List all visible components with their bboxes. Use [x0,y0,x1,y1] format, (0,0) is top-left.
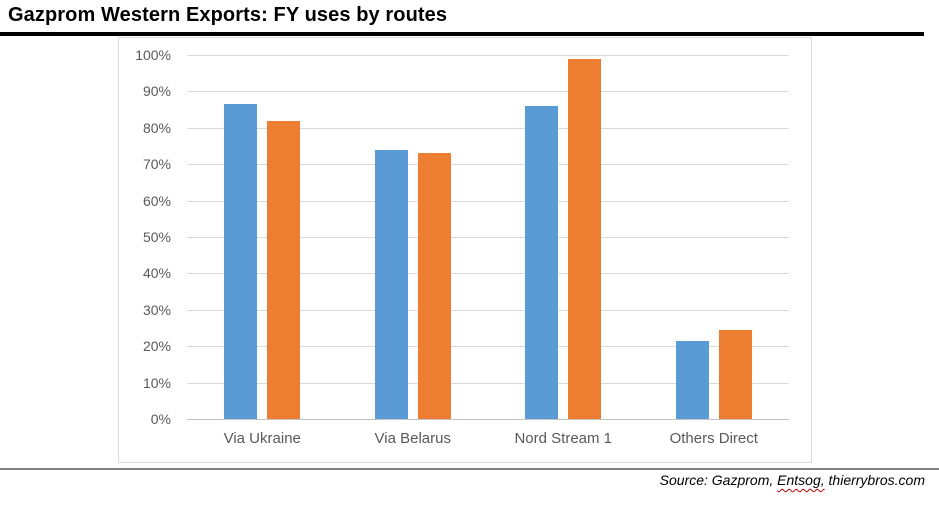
gridline-100 [187,55,789,56]
bar-orange-series-nord-stream-1 [568,59,602,419]
y-tick-label-40: 40% [142,265,171,281]
x-category-label-via-belarus: Via Belarus [374,430,451,447]
source-text-suffix: thierrybros.com [824,472,925,488]
y-tick-label-90: 90% [142,83,171,99]
gridline-0 [187,419,789,420]
source-misspelled-word: Entsog, [777,472,825,488]
page-title: Gazprom Western Exports: FY uses by rout… [8,4,448,26]
source-text-prefix: Source: Gazprom, [659,472,778,488]
gridline-70 [187,164,789,165]
bar-group-via-belarus [338,55,489,419]
gridline-30 [187,310,789,311]
chart-frame: 0% 10% 20% 30% 40% 50% 60% 70% 80% 90% 100% Via Uk… [118,37,812,463]
x-category-label-others-direct: Others Direct [669,430,758,447]
y-tick-label-50: 50% [142,229,171,245]
x-axis-labels: Via Ukraine Via Belarus Nord Stream 1 Other… [187,430,789,452]
y-tick-label-70: 70% [142,156,171,172]
bar-group-others-direct [639,55,790,419]
gridline-60 [187,201,789,202]
bar-blue-series-nord-stream-1 [525,106,559,419]
gridline-20 [187,346,789,347]
gridline-80 [187,128,789,129]
y-tick-label-60: 60% [142,193,171,209]
y-tick-label-10: 10% [142,375,171,391]
plot-area [187,55,790,420]
gridline-10 [187,383,789,384]
title-underline-rule [0,32,924,36]
bar-group-via-ukraine [187,55,338,419]
y-tick-label-0: 0% [150,411,171,427]
y-tick-label-30: 30% [142,302,171,318]
source-divider-rule [0,468,939,470]
bar-orange-series-others-direct [718,330,752,419]
y-tick-label-80: 80% [142,120,171,136]
gridline-40 [187,273,789,274]
gridline-90 [187,91,789,92]
bar-orange-series-via-ukraine [267,121,301,419]
x-category-label-via-ukraine: Via Ukraine [223,430,301,447]
source-caption: Source: Gazprom, Entsog, thierrybros.com [660,472,925,488]
y-tick-label-100: 100% [135,47,171,63]
bar-blue-series-others-direct [675,341,709,419]
bar-blue-series-via-belarus [374,150,408,419]
y-axis: 0% 10% 20% 30% 40% 50% 60% 70% 80% 90% 100% [119,47,171,427]
bar-orange-series-via-belarus [417,153,451,419]
bar-blue-series-via-ukraine [224,104,258,419]
gridline-50 [187,237,789,238]
y-tick-label-20: 20% [142,338,171,354]
bar-group-nord-stream-1 [488,55,639,419]
x-category-label-nord-stream-1: Nord Stream 1 [514,430,613,447]
